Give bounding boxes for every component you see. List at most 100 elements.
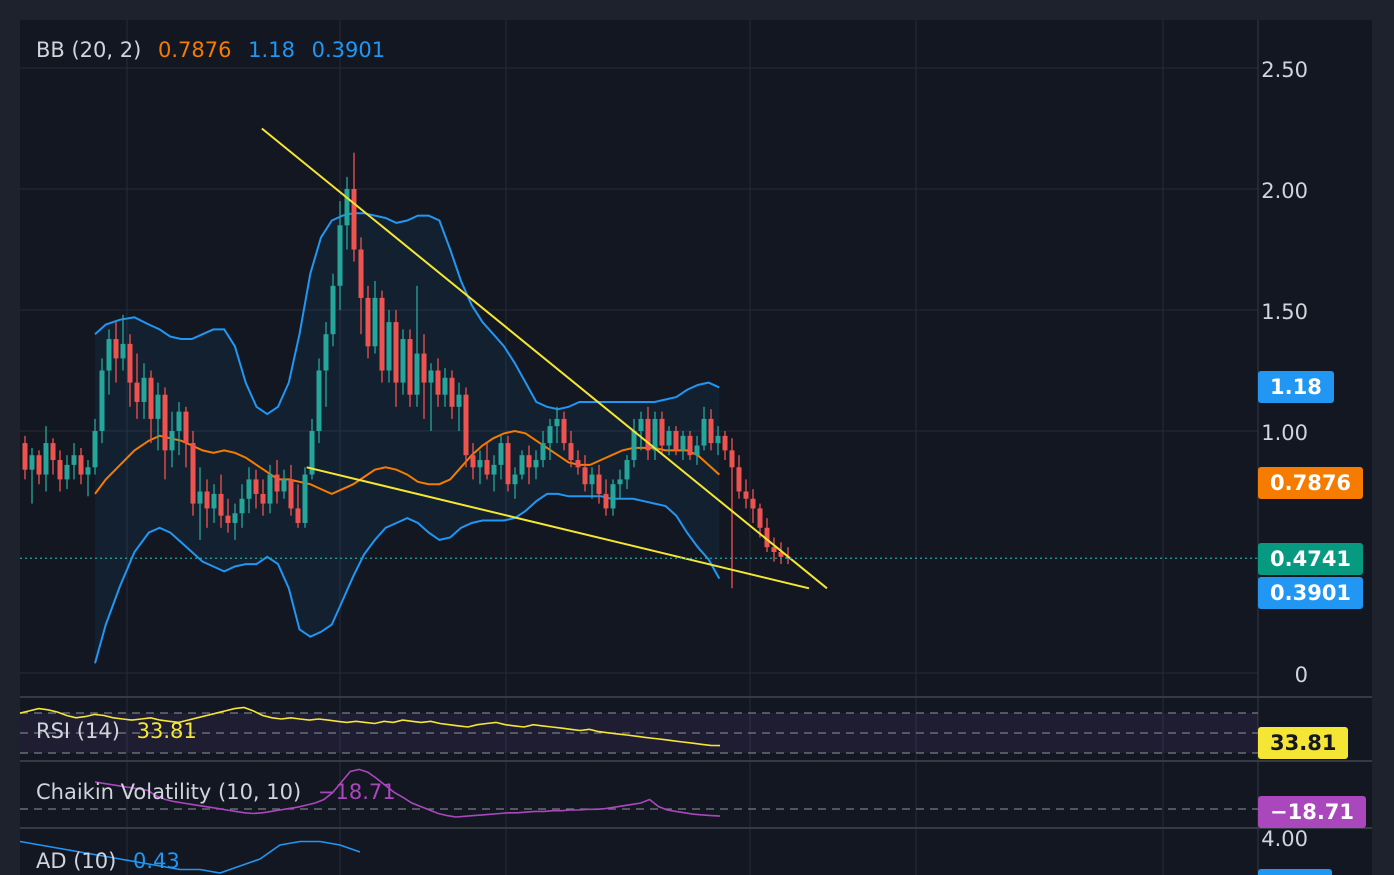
rsi-badge: 33.81 — [1258, 727, 1349, 759]
candle-body — [757, 508, 763, 528]
candle-body — [162, 394, 168, 451]
bb-upper-line — [94, 212, 720, 416]
candle-body — [526, 455, 532, 468]
candle-body — [414, 353, 420, 395]
candle-body — [512, 474, 518, 485]
candle-body — [687, 435, 693, 456]
candle-body — [239, 498, 245, 514]
candle-body — [29, 455, 35, 470]
price-tick-label: 2.50 — [1261, 58, 1308, 82]
candle-body — [281, 479, 287, 492]
candle-body — [645, 418, 651, 451]
candle-body — [148, 377, 154, 419]
candle-body — [610, 484, 616, 509]
bb-basis-badge: 0.7876 — [1258, 467, 1364, 499]
chaikin-legend-value: −18.71 — [317, 780, 396, 804]
candle-body — [260, 493, 266, 504]
candle-body — [253, 479, 259, 494]
candle-body — [778, 552, 784, 557]
candle-body — [477, 460, 483, 468]
price-tick-label: 0 — [1294, 663, 1308, 687]
bb-lower-badge: 0.3901 — [1258, 577, 1364, 609]
candle-body — [519, 455, 525, 475]
candle-body — [463, 394, 469, 456]
bb-legend-name: BB (20, 2) — [36, 38, 142, 62]
candle-body — [400, 339, 406, 383]
rsi-legend-name: RSI (14) — [36, 719, 120, 743]
candle-body — [309, 431, 315, 475]
candle-body — [421, 353, 427, 383]
ad-legend-value: 0.43 — [133, 849, 180, 873]
candle-body — [379, 297, 385, 371]
candle-body — [701, 418, 707, 446]
candle-body — [71, 455, 77, 465]
ad-tick-label: 4.00 — [1261, 827, 1308, 851]
candle-body — [64, 464, 70, 480]
candle-body — [722, 435, 728, 451]
rsi-legend-value: 33.81 — [136, 719, 197, 743]
bb-basis-line — [94, 429, 720, 495]
candle-body — [232, 513, 238, 523]
trendline — [306, 466, 810, 590]
candle-body — [120, 343, 126, 359]
candle-body — [764, 527, 770, 548]
candle-body — [729, 450, 735, 468]
bb-legend-upper: 1.18 — [248, 38, 295, 62]
candle-body — [428, 370, 434, 383]
candle-body — [617, 479, 623, 485]
candle-body — [85, 467, 91, 475]
candle-body — [323, 334, 329, 371]
bb-legend-lower: 0.3901 — [311, 38, 386, 62]
candle-body — [624, 460, 630, 480]
price-tick-label: 2.00 — [1261, 179, 1308, 203]
candle-body — [659, 418, 665, 446]
ad-legend-name: AD (10) — [36, 849, 117, 873]
candle-body — [505, 443, 511, 485]
candle-body — [393, 322, 399, 383]
candle-body — [246, 479, 252, 499]
chaikin-legend[interactable]: Chaikin Volatility (10, 10) −18.71 — [36, 780, 406, 804]
bb-legend[interactable]: BB (20, 2) 0.7876 1.18 0.3901 — [36, 38, 395, 62]
candle-body — [316, 370, 322, 431]
candle-body — [57, 460, 63, 480]
candle-body — [568, 443, 574, 461]
candle-body — [36, 455, 42, 475]
candle-body — [694, 445, 700, 456]
candle-body — [652, 418, 658, 451]
candle-body — [99, 370, 105, 431]
candle-body — [750, 498, 756, 509]
candle-body — [169, 431, 175, 451]
rsi-legend[interactable]: RSI (14) 33.81 — [36, 719, 207, 743]
candle-body — [435, 370, 441, 395]
candle-body — [708, 418, 714, 444]
bb-legend-basis: 0.7876 — [158, 38, 232, 62]
candle-body — [561, 418, 567, 444]
candle-body — [267, 474, 273, 504]
candle-body — [106, 339, 112, 371]
ad-line — [19, 840, 361, 874]
rsi-line — [19, 706, 721, 747]
candle-body — [484, 460, 490, 475]
candle-body — [127, 343, 133, 383]
candle-body — [141, 377, 147, 402]
candle-body — [449, 377, 455, 407]
candle-body — [470, 455, 476, 468]
candle-body — [554, 418, 560, 427]
candle-body — [337, 225, 343, 286]
candle-body — [771, 547, 777, 552]
candle-body — [155, 394, 161, 419]
chaikin-legend-name: Chaikin Volatility (10, 10) — [36, 780, 302, 804]
candle-body — [113, 339, 119, 359]
trendline — [261, 127, 828, 590]
candle-body — [225, 515, 231, 523]
candle-body — [330, 285, 336, 335]
candle-body — [344, 189, 350, 226]
ad-legend[interactable]: AD (10) 0.43 — [36, 849, 190, 873]
candle-body — [736, 467, 742, 492]
candle-body — [183, 411, 189, 444]
candle-body — [715, 435, 721, 444]
candle-body — [631, 431, 637, 461]
candle-body — [92, 431, 98, 468]
chaikin-badge: −18.71 — [1258, 796, 1367, 828]
